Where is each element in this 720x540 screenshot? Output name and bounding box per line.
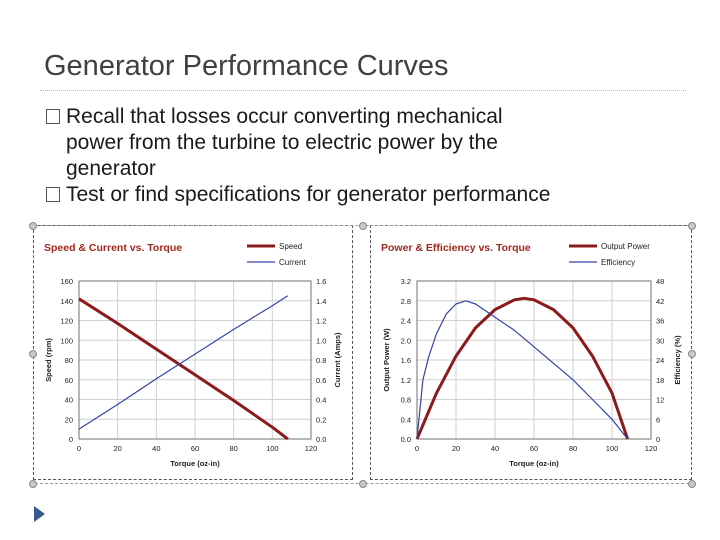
x-tick-label: 40 [152, 444, 160, 453]
plot-area [416, 280, 652, 440]
resize-handle[interactable] [688, 480, 696, 488]
legend-label: Current [279, 258, 306, 267]
x-tick-label: 0 [415, 444, 419, 453]
y2-tick-label: 0.2 [316, 415, 326, 424]
y-tick-label: 1.6 [401, 356, 411, 365]
y2-tick-label: 0.4 [316, 396, 326, 405]
series-line-output-power [415, 296, 630, 440]
y-tick-label: 60 [65, 376, 73, 385]
y2-tick-label: 1.4 [316, 297, 326, 306]
x-tick-label: 60 [530, 444, 538, 453]
y2-tick-label: 0.8 [316, 356, 326, 365]
y-tick-label: 100 [60, 336, 73, 345]
y2-tick-label: 12 [656, 396, 664, 405]
resize-handle[interactable] [29, 222, 37, 230]
x-axis-label: Torque (oz-in) [170, 459, 220, 468]
y-tick-label: 1.2 [401, 376, 411, 385]
chart-title: Power & Efficiency vs. Torque [381, 242, 531, 254]
bullet-text: Recall that losses occur converting mech… [66, 105, 503, 128]
title-divider [40, 90, 686, 91]
next-slide-arrow-icon[interactable] [34, 506, 45, 522]
bullet-list: Recall that losses occur converting mech… [44, 104, 684, 208]
x-tick-label: 0 [77, 444, 81, 453]
chart-speed-current[interactable]: Speed & Current vs. Torque 0 20 40 60 80 100 12… [33, 225, 353, 480]
y-tick-label: 0 [69, 435, 73, 444]
y2-axis-label: Current (Amps) [333, 332, 342, 388]
x-tick-label: 20 [113, 444, 121, 453]
y-tick-label: 140 [60, 297, 73, 306]
y-tick-label: 2.8 [401, 297, 411, 306]
chart-power-efficiency[interactable]: Power & Efficiency vs. Torque 0.0 0.4 0.8 1.… [370, 225, 692, 480]
plot-area [78, 280, 312, 440]
resize-handle[interactable] [688, 222, 696, 230]
x-tick-label: 100 [266, 444, 279, 453]
bullet-text: Test or find specifications for generato… [66, 183, 551, 206]
x-tick-label: 100 [606, 444, 619, 453]
chart-svg: Speed & Current vs. Torque 0 20 40 60 80 100 12… [44, 242, 342, 468]
chart-svg: Power & Efficiency vs. Torque 0.0 0.4 0.8 1.… [381, 242, 682, 468]
legend-label: Speed [279, 242, 302, 251]
resize-handle[interactable] [359, 222, 367, 230]
y-tick-label: 80 [65, 356, 73, 365]
y2-axis-label: Efficiency (%) [673, 335, 682, 385]
y2-tick-label: 48 [656, 277, 664, 286]
resize-handle[interactable] [29, 480, 37, 488]
bullet-item: Recall that losses occur converting mech… [44, 104, 684, 130]
x-tick-label: 40 [491, 444, 499, 453]
y2-tick-label: 36 [656, 317, 664, 326]
legend-label: Output Power [601, 242, 650, 251]
x-tick-label: 80 [229, 444, 237, 453]
y-tick-label: 0.4 [401, 415, 411, 424]
bullet-text: power from the turbine to electric power… [66, 131, 498, 154]
y2-tick-label: 24 [656, 356, 664, 365]
y2-tick-label: 0.0 [316, 435, 326, 444]
legend-label: Efficiency [601, 258, 635, 267]
x-tick-label: 120 [305, 444, 318, 453]
y2-tick-label: 42 [656, 297, 664, 306]
y-tick-label: 40 [65, 396, 73, 405]
bullet-box-icon [46, 187, 60, 202]
y-tick-label: 2.4 [401, 317, 411, 326]
y-tick-label: 0.8 [401, 396, 411, 405]
slide-title: Generator Performance Curves [44, 50, 449, 82]
y-tick-label: 3.2 [401, 277, 411, 286]
bullet-item: Test or find specifications for generato… [44, 182, 684, 208]
y-axis-label: Output Power (W) [382, 328, 391, 392]
bullet-text: generator [66, 157, 156, 180]
y2-tick-label: 1.2 [316, 317, 326, 326]
y-axis-label: Speed (rpm) [44, 338, 53, 382]
y2-tick-label: 0 [656, 435, 660, 444]
y-tick-label: 120 [60, 317, 73, 326]
resize-handle[interactable] [688, 350, 696, 358]
y2-tick-label: 1.6 [316, 277, 326, 286]
y-tick-label: 160 [60, 277, 73, 286]
series-line-efficiency [416, 300, 629, 440]
y2-tick-label: 1.0 [316, 336, 326, 345]
bullet-box-icon [46, 109, 60, 124]
x-tick-label: 60 [191, 444, 199, 453]
x-tick-label: 120 [645, 444, 658, 453]
y2-tick-label: 0.6 [316, 376, 326, 385]
x-axis-label: Torque (oz-in) [509, 459, 559, 468]
series-line-current [78, 295, 289, 430]
chart-title: Speed & Current vs. Torque [44, 242, 182, 254]
y-tick-label: 0.0 [401, 435, 411, 444]
resize-handle[interactable] [29, 350, 37, 358]
series-line-speed [78, 297, 289, 441]
x-tick-label: 20 [452, 444, 460, 453]
y-tick-label: 2.0 [401, 336, 411, 345]
y-tick-label: 20 [65, 415, 73, 424]
y2-tick-label: 30 [656, 336, 664, 345]
resize-handle[interactable] [359, 480, 367, 488]
y2-tick-label: 6 [656, 415, 660, 424]
y2-tick-label: 18 [656, 376, 664, 385]
x-tick-label: 80 [569, 444, 577, 453]
